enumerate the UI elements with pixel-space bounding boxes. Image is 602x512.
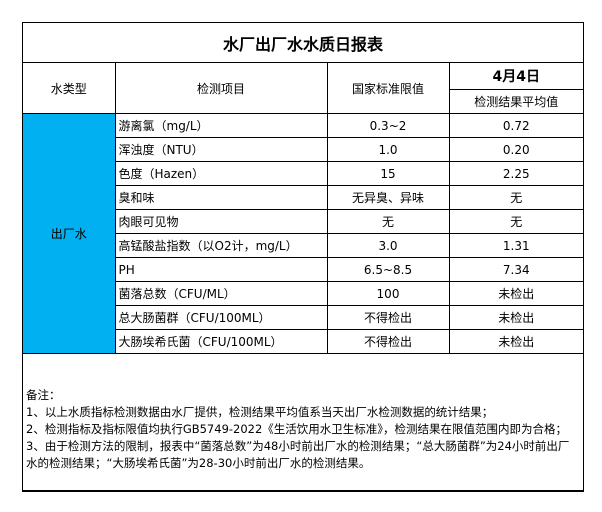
standard-cell: 不得检出 — [326, 305, 450, 330]
result-cell: 0.72 — [448, 113, 584, 138]
table-row: 大肠埃希氏菌（CFU/100ML） 不得检出 未检出 — [23, 329, 584, 354]
note-line: 2、检测指标及指标限值均执行GB5749-2022《生活饮用水卫生标准》，检测结… — [26, 421, 568, 436]
standard-cell: 15 — [326, 161, 450, 186]
header-result: 检测结果平均值 — [449, 89, 584, 114]
standard-cell: 6.5~8.5 — [326, 257, 450, 282]
table-row: 色度（Hazen） 15 2.25 — [23, 161, 584, 186]
item-cell: 浑浊度（NTU） — [115, 137, 328, 162]
item-cell: 游离氯（mg/L） — [114, 113, 328, 138]
note-line: 3、由于检测方法的限制，报表中“菌落总数”为48小时前出厂水的检测结果；“总大肠… — [26, 438, 570, 470]
header-water-type: 水类型 — [23, 62, 116, 114]
header-date: 4月4日 — [448, 62, 584, 90]
item-cell: 总大肠菌群（CFU/100ML） — [115, 305, 328, 330]
item-cell: 高锰酸盐指数（以O2计，mg/L） — [115, 233, 328, 258]
table-row: 出厂水 游离氯（mg/L） 0.3~2 0.72 — [23, 113, 584, 354]
standard-cell: 100 — [326, 281, 450, 306]
item-cell: 肉眼可见物 — [115, 209, 328, 234]
result-cell: 2.25 — [448, 161, 584, 186]
result-cell: 未检出 — [448, 305, 584, 330]
result-cell: 未检出 — [448, 281, 584, 306]
standard-cell: 3.0 — [326, 233, 450, 258]
table-row: 浑浊度（NTU） 1.0 0.20 — [23, 137, 584, 162]
item-cell: PH — [115, 257, 328, 282]
standard-cell: 无 — [326, 209, 450, 234]
water-quality-report-table: 水厂出厂水水质日报表 水类型 检测项目 国家标准限值 4月4日 检测结果平均值 … — [23, 23, 584, 491]
note-line: 备注： — [26, 387, 61, 402]
table-row: 菌落总数（CFU/ML） 100 未检出 — [23, 281, 584, 306]
item-cell: 菌落总数（CFU/ML） — [115, 281, 328, 306]
standard-cell: 1.0 — [326, 137, 450, 162]
standard-cell: 不得检出 — [326, 329, 450, 354]
result-cell: 1.31 — [448, 233, 584, 258]
item-cell: 大肠埃希氏菌（CFU/100ML） — [115, 329, 328, 354]
result-cell: 7.34 — [448, 257, 584, 282]
result-cell: 0.20 — [448, 137, 584, 162]
result-cell: 无 — [448, 185, 584, 210]
item-cell: 臭和味 — [115, 185, 328, 210]
item-cell: 色度（Hazen） — [115, 161, 328, 186]
standard-cell: 无异臭、异味 — [326, 185, 450, 210]
header-item: 检测项目 — [114, 62, 328, 114]
table-row: 总大肠菌群（CFU/100ML） 不得检出 未检出 — [23, 305, 584, 330]
notes: 备注： 1、以上水质指标检测数据由水厂提供，检测结果平均值系当天出厂水检测数据的统… — [23, 353, 584, 491]
table-row: 肉眼可见物无无 — [23, 209, 584, 234]
report-table-container: 水厂出厂水水质日报表 水类型 检测项目 国家标准限值 4月4日 检测结果平均值 … — [22, 22, 584, 492]
note-line: 1、以上水质指标检测数据由水厂提供，检测结果平均值系当天出厂水检测数据的统计结果… — [26, 404, 494, 419]
result-cell: 无 — [448, 209, 584, 234]
report-title: 水厂出厂水水质日报表 — [23, 23, 584, 63]
water-type-cell: 出厂水 — [23, 113, 116, 354]
header-standard: 国家标准限值 — [326, 62, 450, 114]
standard-cell: 0.3~2 — [326, 113, 450, 138]
result-cell: 未检出 — [448, 329, 584, 354]
